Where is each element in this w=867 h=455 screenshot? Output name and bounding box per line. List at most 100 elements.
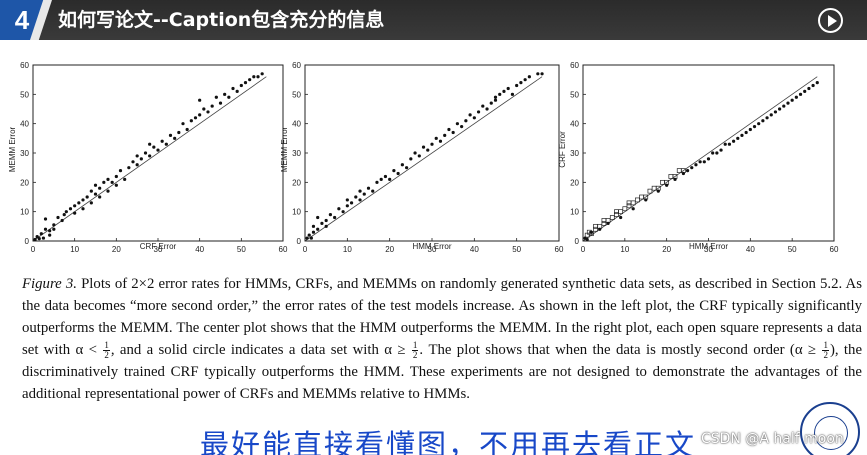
data-point [358,189,362,193]
data-point [769,113,773,117]
data-point [798,92,803,96]
data-point [748,127,752,132]
data-point [102,180,106,184]
x-tick-label: 20 [112,245,121,254]
data-point-square [647,188,653,194]
data-point [223,92,227,96]
data-point [519,81,523,85]
data-point [320,221,324,225]
y-axis-label: MEMM Error [8,126,17,172]
y-tick-label: 0 [575,237,580,246]
data-point [252,75,256,79]
data-point [598,227,602,231]
y-tick-label: 0 [25,237,30,246]
data-point [736,136,740,140]
x-tick-label: 10 [620,245,629,254]
x-tick-label: 0 [581,245,586,254]
data-point [417,154,421,158]
data-point [177,130,181,135]
data-point [489,101,493,105]
data-point [757,122,761,126]
x-tick-label: 60 [830,245,839,254]
data-point-square [630,200,636,206]
data-point [89,201,93,205]
data-point [93,183,98,187]
data-point [451,130,455,135]
caption-text-2: , and a solid circle indicates a data se… [110,342,406,358]
data-point [33,237,37,242]
data-point [148,154,152,158]
caption-text-1: Plots of 2×2 error rates for HMMs, CRFs,… [22,276,862,358]
data-point [305,236,309,240]
data-point [93,192,98,196]
data-point [311,224,316,228]
data-point [619,215,623,220]
x-tick-label: 60 [555,245,564,254]
data-point [56,215,60,220]
data-point [345,204,349,208]
data-point [311,230,316,234]
data-point [443,133,447,137]
play-circle-icon[interactable] [818,8,843,33]
data-point [358,198,362,202]
data-point [409,157,413,161]
data-point [706,157,711,161]
y-tick-label: 10 [20,208,29,217]
data-point [60,218,64,223]
data-point [181,122,185,126]
x-tick-label: 40 [470,245,479,254]
x-tick-label: 30 [154,245,163,254]
data-point [761,119,765,123]
data-point [585,237,589,242]
data-point [227,95,231,99]
data-point-square [639,194,644,200]
x-axis-label: HMM Error [689,242,728,251]
data-point [510,92,515,96]
data-point-square [614,212,619,217]
y-tick-label: 60 [292,61,301,70]
y-tick-label: 50 [20,90,29,99]
data-point-square [609,215,615,220]
y-tick-label: 20 [292,178,301,187]
data-point [366,186,371,190]
data-point [43,217,48,221]
scatter-plots: 0 10 20 30 40 50 60 0 10 20 30 40 50 60 CRF Error MEMM … [8,61,839,254]
data-point [324,218,328,223]
figure-plots: 0 10 20 30 40 50 60 0 10 20 30 40 50 60 CRF Error MEMM … [0,55,867,265]
data-point [392,169,396,173]
data-point [379,177,383,181]
data-point [694,163,698,167]
data-point [803,89,807,93]
data-point [732,139,736,143]
data-point [354,195,358,199]
data-point [114,183,118,187]
data-point [333,215,337,220]
y-tick-label: 50 [292,90,301,99]
data-point [400,163,404,167]
data-point [131,160,135,164]
y-tick-label: 0 [297,237,302,246]
data-point [35,235,39,239]
university-seal-icon [800,402,860,455]
data-point [260,72,264,76]
data-point [81,207,85,211]
data-point [790,98,794,102]
data-point-square [601,221,607,226]
data-point [52,223,56,227]
data-point [185,127,189,132]
x-tick-label: 60 [279,245,288,254]
x-tick-label: 20 [662,245,671,254]
data-point [719,148,723,152]
x-tick-label: 20 [385,245,394,254]
data-point [727,142,732,146]
data-point-square [593,223,598,229]
data-point [685,169,690,173]
data-point [681,171,686,176]
data-point [89,189,93,193]
data-point [193,116,198,120]
data-point [460,125,464,129]
data-point [405,166,409,170]
data-point [362,192,366,196]
data-point [239,83,243,88]
